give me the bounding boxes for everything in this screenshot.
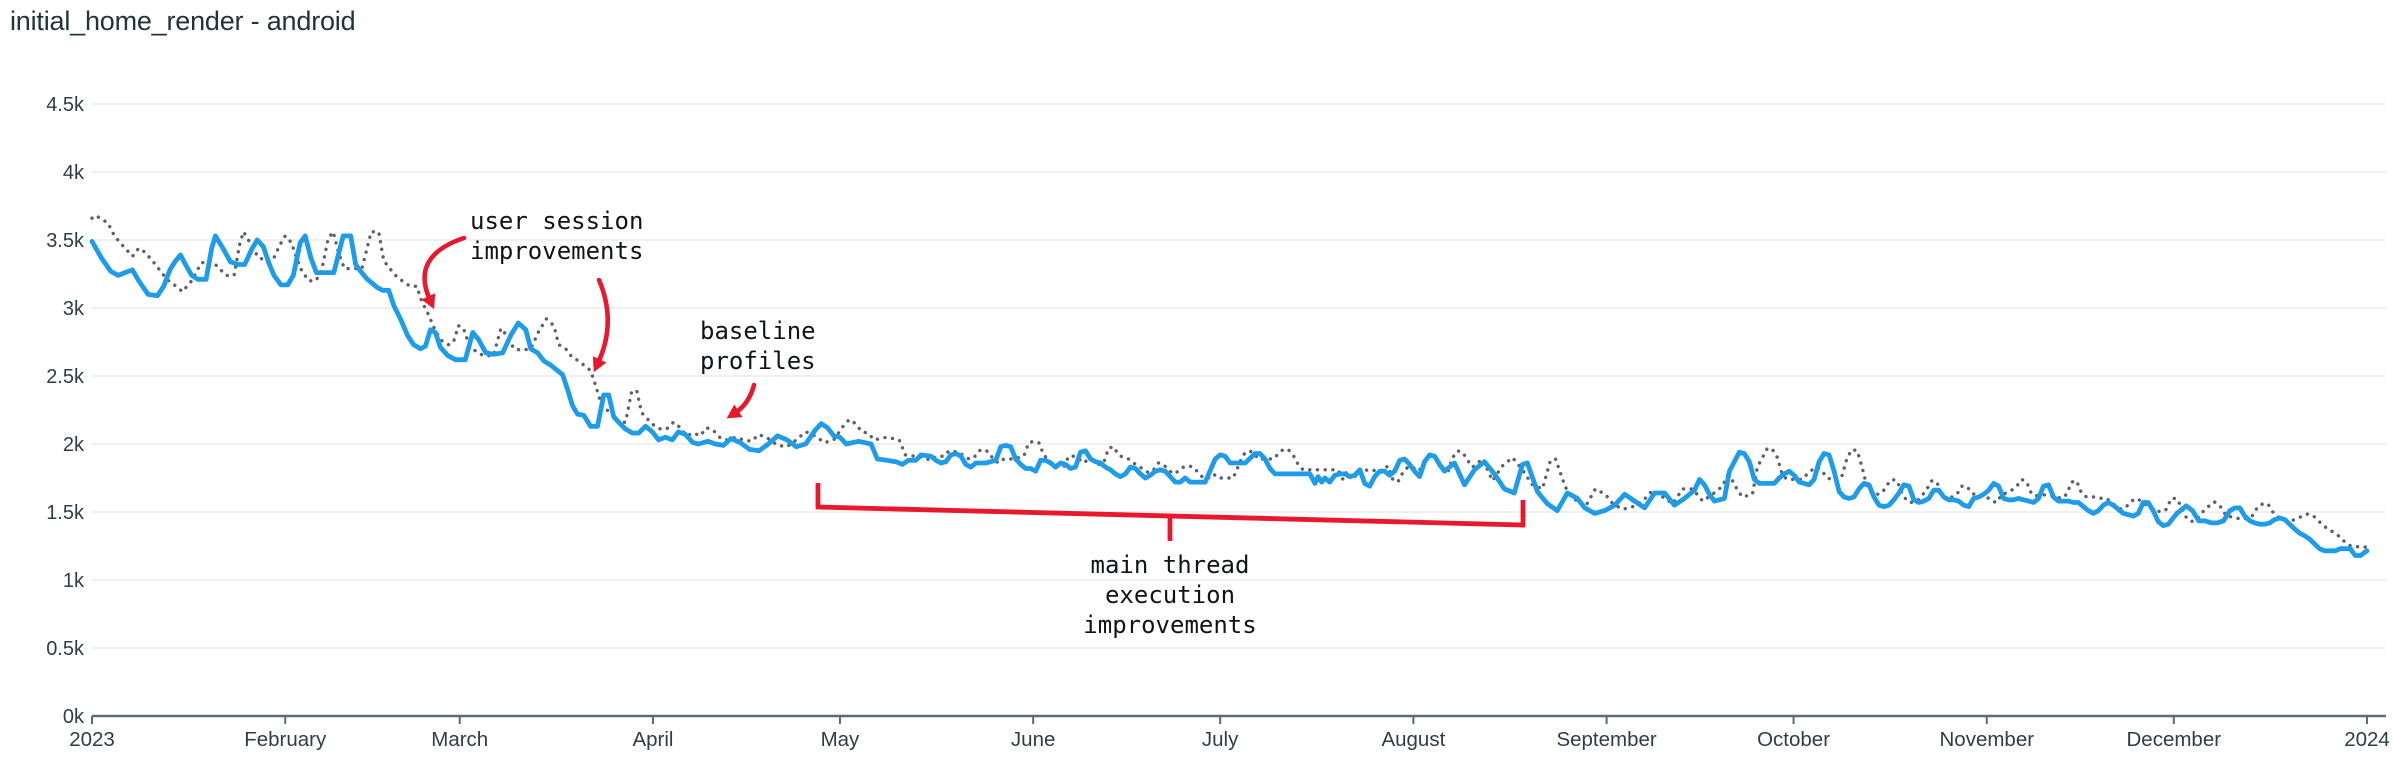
y-axis-labels: 0k 0.5k 1k 1.5k 2k 2.5k 3k 3.5k 4k 4.5k [46, 94, 85, 728]
y-tick-label: 1.5k [46, 502, 85, 524]
annotation-arrow [732, 382, 757, 416]
annotation-text-line: profiles [700, 347, 816, 375]
y-tick-label: 3.5k [46, 230, 85, 252]
annotation-arrow [595, 277, 611, 366]
y-tick-label: 4.5k [46, 94, 85, 116]
series-trend-line [90, 213, 2369, 550]
x-tick-label: November [1940, 728, 2035, 751]
annotation-arrowhead [726, 404, 743, 419]
annotation-arrowhead [592, 356, 607, 373]
series-current-line [89, 233, 2370, 558]
x-tick-label: February [244, 728, 327, 751]
y-tick-label: 0k [63, 706, 85, 728]
annotation-text-line: improvements [1083, 611, 1256, 639]
x-axis: 2023 February March April May June July August S… [69, 714, 2390, 751]
y-tick-label: 3k [63, 298, 85, 320]
y-tick-label: 1k [63, 570, 85, 592]
x-tick-label: April [632, 728, 673, 751]
x-tick-label: 2024 [2344, 728, 2390, 751]
annotation-arrow [422, 235, 467, 303]
x-tick-label: May [821, 728, 860, 751]
x-tick-label: March [431, 728, 488, 751]
x-tick-label: August [1381, 728, 1445, 751]
y-tick-label: 0.5k [46, 638, 85, 660]
y-tick-label: 4k [63, 162, 85, 184]
annotation-text-line: baseline [700, 317, 816, 345]
x-tick-label: 2023 [69, 728, 115, 751]
annotation-text-line: execution [1105, 581, 1235, 609]
x-tick-label: September [1556, 728, 1656, 751]
annotation-arrowhead [421, 293, 436, 310]
annotation-text-line: improvements [470, 237, 643, 265]
annotation-text-line: main thread [1091, 551, 1250, 579]
y-tick-label: 2.5k [46, 366, 85, 388]
chart-title: initial_home_render - android [10, 6, 356, 36]
y-grid [92, 103, 2386, 649]
annotations-layer: user sessionimprovementsbaselineprofiles… [421, 207, 1526, 639]
x-tick-label: December [2126, 728, 2221, 751]
x-tick-label: June [1011, 728, 1055, 751]
y-tick-label: 2k [63, 434, 85, 456]
x-tick-label: July [1202, 728, 1239, 751]
x-tick-label: October [1757, 728, 1830, 751]
annotation-text-line: user session [470, 207, 643, 235]
